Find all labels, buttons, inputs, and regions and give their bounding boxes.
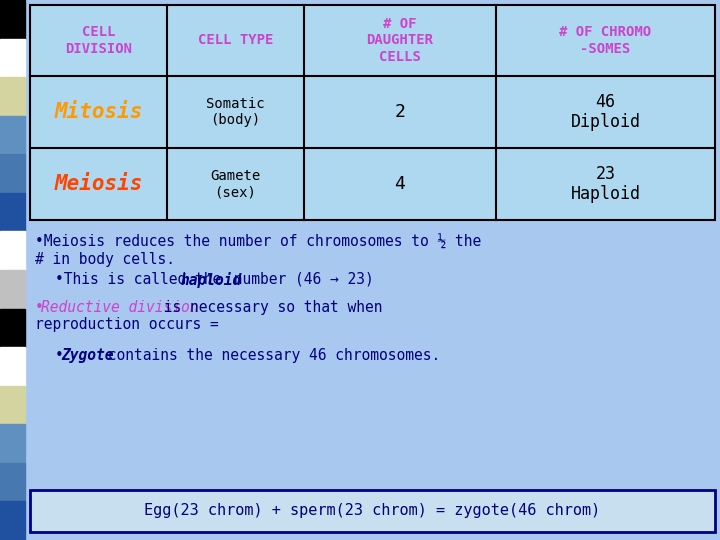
Text: •This is called the: •This is called the xyxy=(55,272,230,287)
Bar xyxy=(0,0,25,38)
Text: Reductive division: Reductive division xyxy=(41,300,199,315)
Bar xyxy=(0,347,25,386)
Bar xyxy=(0,463,25,502)
FancyBboxPatch shape xyxy=(30,490,715,532)
Text: reproduction occurs =: reproduction occurs = xyxy=(35,317,219,332)
Text: 4: 4 xyxy=(395,175,405,193)
Text: haploid: haploid xyxy=(181,272,242,288)
Text: 23
Haploid: 23 Haploid xyxy=(570,165,640,204)
Text: Gamete
(sex): Gamete (sex) xyxy=(210,169,261,199)
Text: 2: 2 xyxy=(395,103,405,121)
Bar xyxy=(0,270,25,308)
Text: CELL TYPE: CELL TYPE xyxy=(198,33,273,48)
Text: •Meiosis reduces the number of chromosomes to ½ the: •Meiosis reduces the number of chromosom… xyxy=(35,235,481,250)
Bar xyxy=(0,502,25,540)
Text: # OF CHROMO
-SOMES: # OF CHROMO -SOMES xyxy=(559,25,652,56)
Bar xyxy=(0,193,25,232)
Text: # in body cells.: # in body cells. xyxy=(35,252,175,267)
Bar xyxy=(30,5,715,220)
Bar xyxy=(0,77,25,116)
Text: Somatic
(body): Somatic (body) xyxy=(206,97,265,127)
Bar xyxy=(0,424,25,463)
Text: Egg(23 chrom) + sperm(23 chrom) = zygote(46 chrom): Egg(23 chrom) + sperm(23 chrom) = zygote… xyxy=(145,503,600,518)
Bar xyxy=(0,232,25,270)
Text: CELL
DIVISION: CELL DIVISION xyxy=(65,25,132,56)
Text: Mitosis: Mitosis xyxy=(54,102,143,122)
Text: •: • xyxy=(55,348,64,363)
Bar xyxy=(0,386,25,424)
Text: number (46 → 23): number (46 → 23) xyxy=(225,272,374,287)
Bar xyxy=(0,154,25,193)
Text: Zygote: Zygote xyxy=(61,348,114,363)
Text: 46
Diploid: 46 Diploid xyxy=(570,92,640,131)
Bar xyxy=(0,308,25,347)
Bar xyxy=(0,116,25,154)
Text: # OF
DAUGHTER
CELLS: # OF DAUGHTER CELLS xyxy=(366,17,433,64)
Text: Meiosis: Meiosis xyxy=(54,174,143,194)
Text: is necessary so that when: is necessary so that when xyxy=(155,300,382,315)
Bar xyxy=(0,38,25,77)
Text: •: • xyxy=(35,300,44,315)
Text: contains the necessary 46 chromosomes.: contains the necessary 46 chromosomes. xyxy=(99,348,441,363)
